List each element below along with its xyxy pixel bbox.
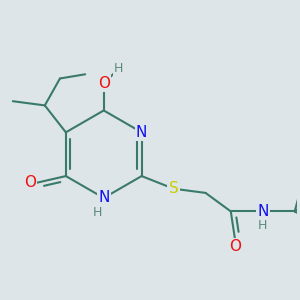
Text: N: N	[136, 125, 147, 140]
Text: S: S	[169, 181, 178, 196]
Text: O: O	[229, 239, 241, 254]
Text: H: H	[114, 62, 124, 75]
Text: N: N	[98, 190, 110, 206]
Text: O: O	[24, 175, 36, 190]
Text: O: O	[98, 76, 110, 91]
Text: H: H	[258, 219, 267, 232]
Text: N: N	[257, 204, 269, 219]
Text: H: H	[93, 206, 103, 219]
